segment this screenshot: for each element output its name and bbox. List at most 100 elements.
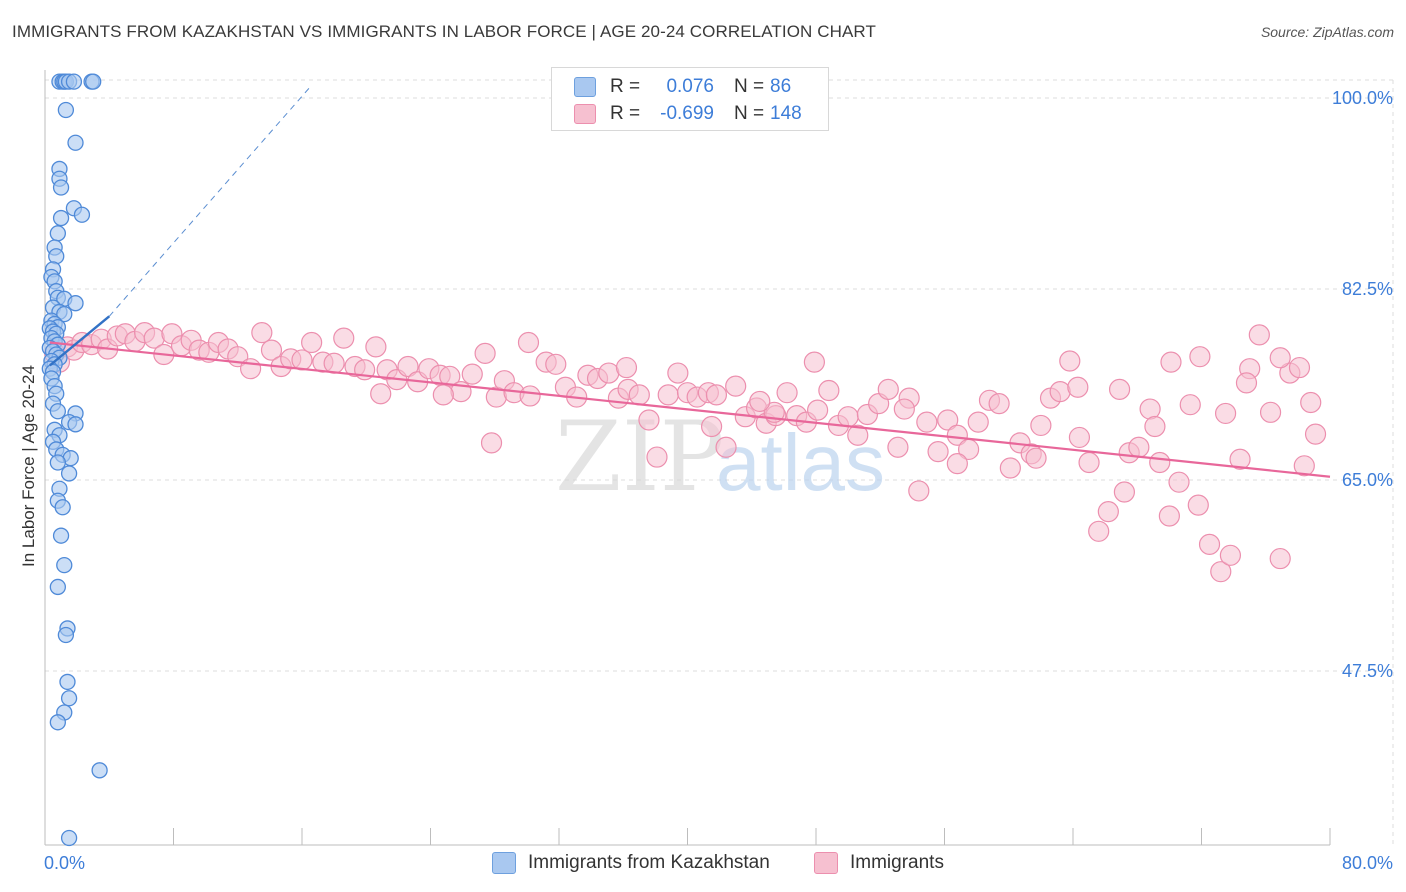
y-tick-label: 65.0%: [1342, 470, 1393, 490]
immigrants-point: [1108, 378, 1131, 401]
kazakhstan-legend-swatch: [492, 852, 516, 874]
kazakhstan-point: [49, 578, 66, 596]
immigrants-point: [480, 432, 503, 454]
trend-lines: [49, 86, 1331, 478]
kazakhstan-point: [56, 556, 73, 574]
legend-item-kazakhstan: Immigrants from Kazakhstan: [492, 852, 770, 874]
kazakhstan-point: [60, 690, 78, 707]
immigrants-point: [1113, 481, 1136, 503]
kazakhstan-point: [60, 829, 78, 847]
kazakhstan-point: [49, 454, 66, 471]
immigrants-point: [988, 393, 1010, 415]
x-tick-label: 80.0%: [1342, 853, 1393, 873]
immigrants-point: [646, 446, 668, 468]
immigrants-point: [657, 384, 679, 406]
immigrants-point: [291, 349, 313, 371]
immigrants-points: [44, 322, 1327, 583]
kazakhstan-trend-line: [49, 315, 111, 367]
kazakhstan-point: [85, 73, 102, 90]
stats-row-immigrants: R = -0.699 N = 148: [574, 101, 802, 127]
immigrants-point: [1288, 356, 1311, 379]
immigrants-point: [749, 390, 771, 413]
kazakhstan-point: [67, 134, 84, 151]
immigrants-point: [700, 415, 723, 438]
immigrants-point: [598, 362, 620, 384]
immigrants-point: [397, 355, 419, 378]
kazakhstan-trend-extension: [108, 86, 311, 317]
kazakhstan-point: [59, 673, 76, 691]
immigrants-point: [1235, 372, 1258, 394]
immigrants-trend-line: [49, 341, 1331, 478]
immigrants-point: [323, 352, 345, 374]
immigrants-point: [837, 406, 859, 428]
kazakhstan-point: [52, 209, 70, 227]
immigrants-point: [1158, 505, 1180, 527]
axes: [44, 70, 1331, 846]
immigrants-point: [1049, 380, 1071, 403]
immigrants-point: [1030, 414, 1052, 437]
immigrants-point: [776, 382, 798, 404]
kazakhstan-point: [52, 179, 70, 196]
immigrants-point: [908, 480, 930, 502]
immigrants-legend-swatch: [814, 852, 838, 874]
n-label: N =: [734, 76, 765, 97]
immigrants-point: [1097, 501, 1119, 523]
stats-row-kazakhstan: R = 0.076 N = 86: [574, 74, 791, 100]
immigrants-point: [545, 353, 567, 375]
immigrants-point: [333, 327, 355, 349]
immigrants-point: [1168, 471, 1190, 493]
immigrants-point: [937, 409, 959, 431]
immigrants-point: [916, 411, 938, 433]
immigrants-point: [301, 331, 323, 354]
immigrants-point: [1210, 561, 1232, 583]
immigrants-point: [638, 409, 660, 431]
immigrants-point: [439, 365, 461, 387]
n-value: 86: [770, 76, 792, 97]
immigrants-point: [1139, 398, 1161, 420]
y-axis-label: In Labor Force | Age 20-24: [19, 365, 38, 567]
n-label: N =: [734, 103, 765, 124]
immigrants-point: [251, 322, 273, 344]
immigrants-point: [260, 339, 283, 361]
immigrants-point: [847, 424, 869, 446]
r-value: -0.699: [660, 103, 714, 124]
y-tick-label: 100.0%: [1332, 88, 1393, 108]
immigrants-point: [967, 411, 989, 433]
immigrants-point: [877, 378, 899, 401]
immigrants-point: [628, 384, 650, 406]
source-note: Source: ZipAtlas.com: [1260, 24, 1394, 40]
series-legend: Immigrants from Kazakhstan Immigrants: [0, 852, 1406, 878]
immigrants-point: [887, 436, 909, 458]
immigrants-point: [807, 399, 829, 421]
immigrants-point: [1144, 415, 1166, 438]
immigrants-point: [1300, 391, 1322, 414]
kazakhstan-point: [91, 762, 108, 779]
immigrants-point: [370, 383, 392, 405]
immigrants-point: [1149, 451, 1171, 474]
immigrants-point: [1304, 423, 1327, 445]
n-value: 148: [770, 103, 802, 124]
immigrants-point: [1269, 347, 1291, 369]
immigrants-point: [1293, 455, 1315, 477]
immigrants-point: [1198, 533, 1221, 555]
kazakhstan-point: [65, 73, 83, 90]
immigrants-point: [1078, 451, 1100, 474]
kazakhstan-point: [56, 305, 73, 323]
kazakhstan-point: [73, 206, 91, 223]
x-tick-label: 0.0%: [44, 853, 85, 873]
immigrants-point: [1229, 448, 1251, 470]
kazakhstan-point: [49, 225, 66, 242]
kazakhstan-point: [52, 527, 70, 544]
kazakhstan-point: [49, 714, 66, 731]
chart-title: IMMIGRANTS FROM KAZAKHSTAN VS IMMIGRANTS…: [12, 22, 876, 41]
immigrants-point: [893, 398, 915, 420]
immigrants-point: [1059, 350, 1081, 372]
immigrants-point: [1259, 401, 1282, 423]
immigrants-point: [1088, 520, 1110, 542]
immigrants-point: [1025, 447, 1047, 469]
r-label: R =: [610, 103, 641, 124]
immigrants-point: [818, 379, 840, 402]
kazakhstan-point: [57, 626, 75, 644]
immigrants-point: [1248, 324, 1270, 346]
